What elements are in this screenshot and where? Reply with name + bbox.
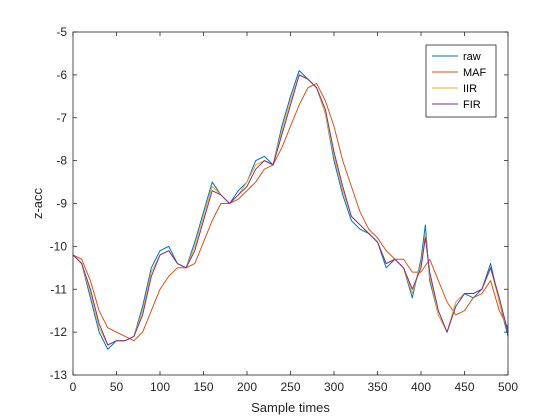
x-tick-label: 350 — [367, 380, 387, 394]
legend-label: raw — [463, 51, 481, 63]
x-tick-label: 250 — [280, 380, 300, 394]
y-tick-label: -12 — [50, 325, 68, 339]
x-tick-label: 300 — [324, 380, 344, 394]
y-tick-label: -13 — [50, 368, 68, 382]
legend-label: MAF — [463, 67, 487, 79]
legend-label: IIR — [463, 83, 477, 95]
legend-label: FIR — [463, 99, 481, 111]
x-tick-label: 400 — [411, 380, 431, 394]
x-tick-label: 100 — [150, 380, 170, 394]
legend-box — [425, 44, 497, 118]
y-tick-label: -7 — [56, 111, 67, 125]
series-line-iir — [72, 74, 509, 346]
x-tick-label: 500 — [498, 380, 518, 394]
ticks-layer: 0 50 100 150 200 250 300 350 400 450 500 -13 -12 -11 -… — [50, 25, 519, 394]
legend: raw MAF IIR FIR — [425, 44, 497, 118]
x-tick-label: 450 — [454, 380, 474, 394]
x-tick-label: 200 — [237, 380, 257, 394]
x-axis-title: Sample times — [251, 400, 330, 415]
y-tick-label: -10 — [50, 239, 68, 253]
y-tick-label: -6 — [56, 68, 67, 82]
y-tick-label: -5 — [56, 25, 67, 39]
y-tick-label: -9 — [56, 197, 67, 211]
y-tick-label: -8 — [56, 154, 67, 168]
x-tick-label: 150 — [193, 380, 213, 394]
series-layer — [72, 70, 509, 350]
series-line-maf — [72, 82, 509, 342]
x-tick-label: 0 — [70, 380, 77, 394]
y-axis-title: z-acc — [30, 187, 45, 219]
y-tick-label: -11 — [51, 282, 68, 296]
series-line-fir — [72, 74, 509, 346]
x-tick-label: 50 — [110, 380, 124, 394]
